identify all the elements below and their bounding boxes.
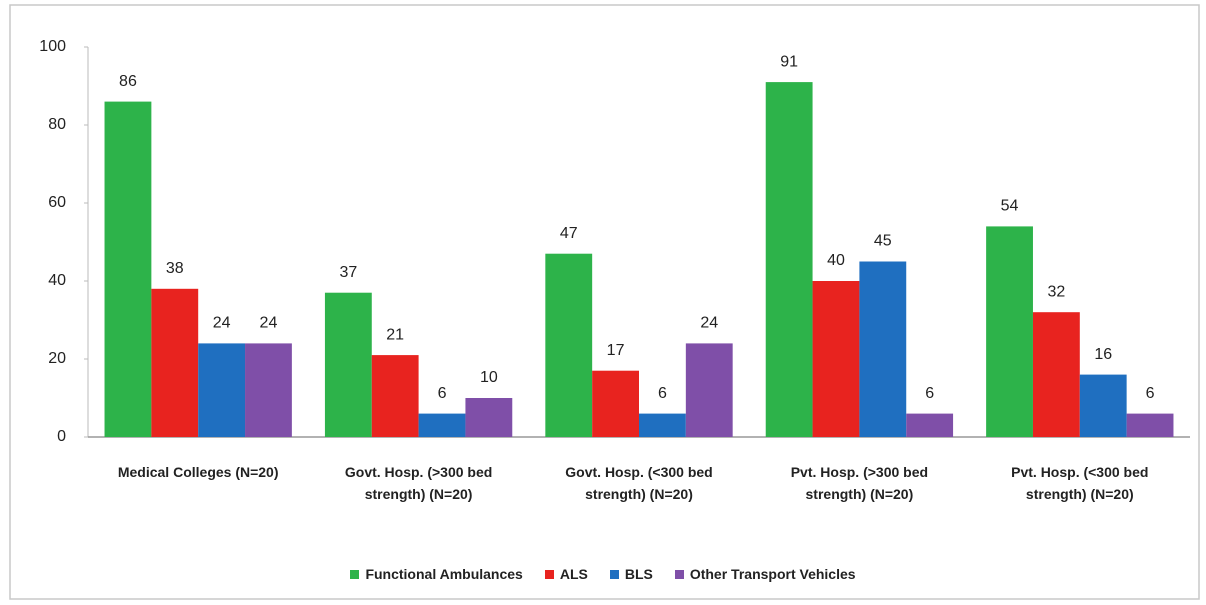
y-tick-label: 20 xyxy=(48,350,66,367)
data-label: 6 xyxy=(438,385,447,402)
bar xyxy=(1079,374,1127,437)
data-label: 6 xyxy=(658,385,667,402)
legend-swatch xyxy=(609,569,619,579)
legend-label: ALS xyxy=(559,566,588,582)
legend-item: Other Transport Vehicles xyxy=(674,566,856,582)
y-tick-label: 60 xyxy=(48,194,66,211)
legend-swatch xyxy=(544,569,554,579)
y-tick-label: 40 xyxy=(48,272,66,289)
legend: Functional Ambulances ALS BLS Other Transpo… xyxy=(0,566,1206,582)
data-label: 86 xyxy=(119,73,137,90)
bar xyxy=(685,343,733,437)
bar xyxy=(324,292,372,437)
legend-item: Functional Ambulances xyxy=(350,566,523,582)
data-label: 17 xyxy=(607,342,625,359)
data-label: 16 xyxy=(1094,346,1112,363)
bar xyxy=(371,355,419,437)
x-tick-label: Govt. Hosp. (>300 bed strength) (N=20) xyxy=(344,464,493,502)
bar xyxy=(151,288,199,437)
legend-item: BLS xyxy=(609,566,653,582)
chart-frame xyxy=(9,4,1200,600)
legend-label: Functional Ambulances xyxy=(365,566,523,582)
data-label: 24 xyxy=(700,315,718,332)
data-label: 45 xyxy=(874,233,892,250)
legend-label: BLS xyxy=(624,566,653,582)
bar xyxy=(418,413,466,437)
bar xyxy=(765,82,813,437)
bar xyxy=(812,281,860,437)
legend-label: Other Transport Vehicles xyxy=(689,566,856,582)
legend-swatch xyxy=(350,569,360,579)
bar xyxy=(1126,413,1174,437)
data-label: 6 xyxy=(925,385,934,402)
data-label: 6 xyxy=(1146,385,1155,402)
bar xyxy=(545,253,593,437)
bar xyxy=(198,343,246,437)
bar xyxy=(465,398,513,437)
data-label: 10 xyxy=(480,369,498,386)
data-label: 32 xyxy=(1047,283,1065,300)
bar xyxy=(639,413,686,437)
legend-item: ALS xyxy=(544,566,588,582)
data-label: 21 xyxy=(386,326,404,343)
x-tick-label: Pvt. Hosp. (>300 bed strength) (N=20) xyxy=(790,464,929,502)
x-tick-label: Medical Colleges (N=20) xyxy=(117,464,279,480)
legend-swatch xyxy=(674,569,684,579)
data-label: 24 xyxy=(260,315,278,332)
data-label: 47 xyxy=(560,225,578,242)
x-tick-label: Govt. Hosp. (<300 bed strength) (N=20) xyxy=(565,464,713,502)
bar xyxy=(245,343,292,437)
data-label: 37 xyxy=(339,264,357,281)
bar xyxy=(1032,312,1080,437)
data-label: 38 xyxy=(166,260,184,277)
y-tick-label: 100 xyxy=(39,38,66,55)
data-label: 40 xyxy=(827,252,845,269)
data-label: 24 xyxy=(213,315,231,332)
y-tick-label: 0 xyxy=(57,428,66,445)
bar xyxy=(592,370,639,437)
bar xyxy=(906,413,954,437)
data-label: 54 xyxy=(1001,198,1019,215)
bar xyxy=(104,101,152,437)
data-label: 91 xyxy=(780,53,798,70)
y-tick-label: 80 xyxy=(48,116,66,133)
bar xyxy=(986,226,1033,437)
x-tick-label: Pvt. Hosp. (<300 bed strength) (N=20) xyxy=(1011,464,1149,502)
bar xyxy=(859,261,907,437)
